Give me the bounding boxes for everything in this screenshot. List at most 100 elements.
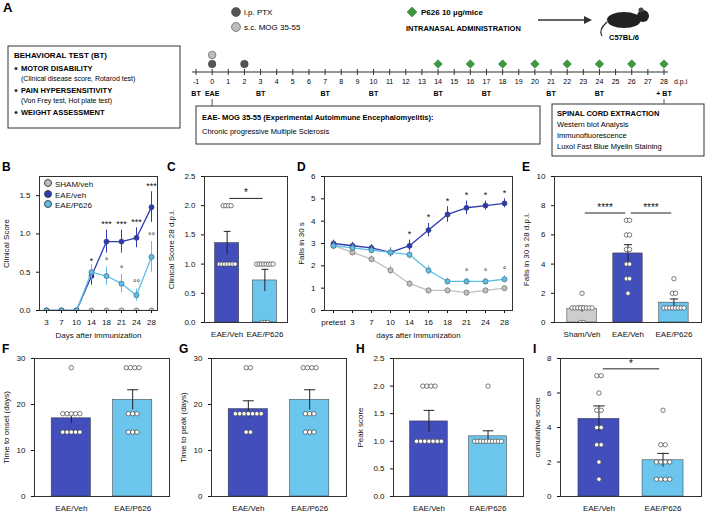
svg-text:5: 5 [311,194,316,203]
svg-text:*: * [629,358,633,369]
svg-text:6: 6 [307,78,311,85]
svg-text:10: 10 [17,446,26,455]
svg-text:pretest: pretest [321,318,346,327]
svg-text:Sham/Veh: Sham/Veh [564,330,601,339]
svg-text:2: 2 [547,458,552,467]
svg-text:0: 0 [311,306,316,315]
svg-text:24: 24 [596,78,604,85]
svg-text:A: A [3,0,13,15]
svg-text:1.5: 1.5 [373,409,385,418]
svg-text:2.5: 2.5 [373,354,385,363]
svg-text:2.0: 2.0 [184,201,196,210]
svg-text:28: 28 [500,318,509,327]
svg-text:1: 1 [226,78,230,85]
svg-text:EAE/P626: EAE/P626 [291,504,328,513]
svg-text:WEIGHT ASSESSMENT: WEIGHT ASSESSMENT [21,108,105,117]
svg-text:(Von Frey test, Hot plate test: (Von Frey test, Hot plate test) [21,97,112,105]
svg-text:10: 10 [194,446,203,455]
svg-text:4: 4 [311,217,316,226]
svg-text:1: 1 [311,284,316,293]
svg-text:8: 8 [547,354,552,363]
svg-text:BEHAVIORAL TEST (BT): BEHAVIORAL TEST (BT) [14,51,107,60]
svg-text:EAE: EAE [205,90,220,97]
svg-text:26: 26 [628,78,636,85]
svg-text:3: 3 [44,318,49,327]
svg-text:EAE- MOG 35-55 (Experimental A: EAE- MOG 35-55 (Experimental Autoimmune … [202,113,433,122]
svg-text:***: *** [116,219,127,229]
svg-text:1.0: 1.0 [19,229,31,238]
svg-text:16: 16 [424,318,433,327]
svg-text:14: 14 [87,318,96,327]
svg-text:days after immunization: days after immunization [376,331,460,340]
svg-text:BT: BT [191,90,201,97]
svg-text:5: 5 [291,78,295,85]
svg-text:18: 18 [443,318,452,327]
svg-text:EAE/P626: EAE/P626 [470,504,507,513]
svg-text:Clinical Score: Clinical Score [2,218,11,267]
svg-text:20: 20 [17,400,26,409]
svg-text:EAE/Veh: EAE/Veh [612,330,644,339]
svg-text:EAE/Veh: EAE/Veh [55,504,87,513]
svg-text:0: 0 [210,78,214,85]
svg-text:2: 2 [311,261,316,270]
svg-text:10: 10 [386,318,395,327]
svg-text:28: 28 [147,318,156,327]
svg-text:Peak score: Peak score [356,407,365,448]
svg-text:BT: BT [369,90,379,97]
svg-text:BT: BT [595,90,605,97]
svg-text:21: 21 [117,318,126,327]
svg-text:3: 3 [259,78,263,85]
svg-text:4: 4 [541,260,546,269]
svg-text:****: **** [643,202,659,213]
svg-text:13: 13 [418,78,426,85]
svg-text:0: 0 [198,492,203,501]
svg-text:1.5: 1.5 [184,230,196,239]
svg-text:*: * [427,212,431,222]
svg-text:9: 9 [355,78,359,85]
svg-text:15: 15 [450,78,458,85]
svg-text:24: 24 [481,318,490,327]
svg-text:8: 8 [339,78,343,85]
svg-text:Chronic progressive Multiple S: Chronic progressive Multiple Sclerosis [202,127,329,136]
svg-text:s.c. MOG 35-55: s.c. MOG 35-55 [244,23,301,32]
svg-text:Days after immunization: Days after immunization [56,331,142,340]
svg-text:28: 28 [660,78,668,85]
svg-text:16: 16 [466,78,474,85]
svg-text:P626 10 µg/mice: P626 10 µg/mice [421,8,484,17]
svg-text:30: 30 [194,354,203,363]
svg-text:°°: °° [133,278,141,288]
svg-text:14: 14 [434,78,442,85]
svg-text:0: 0 [541,318,546,327]
svg-text:C57BL/6: C57BL/6 [609,33,639,42]
svg-text:11: 11 [386,78,393,85]
svg-text:Luxol Fast Blue Myelin Stainin: Luxol Fast Blue Myelin Staining [557,142,662,151]
svg-text:2.5: 2.5 [184,172,196,181]
svg-text:°: ° [465,267,469,277]
svg-text:***: *** [101,219,112,229]
svg-text:-1: -1 [193,78,199,85]
svg-text:BT: BT [546,90,556,97]
svg-text:PAIN HYPERSENSITIVITY: PAIN HYPERSENSITIVITY [21,86,112,95]
svg-text:4: 4 [547,423,552,432]
svg-text:Clinical Score 28 d.p.i.: Clinical Score 28 d.p.i. [167,210,176,290]
svg-text:****: **** [597,202,613,213]
svg-text:*: * [244,187,248,198]
svg-text:2: 2 [541,289,546,298]
svg-text:°: ° [105,256,109,266]
svg-text:0.0: 0.0 [184,318,196,327]
svg-text:°°: °° [148,231,156,241]
svg-text:MOTOR DISABILITY: MOTOR DISABILITY [21,64,93,73]
svg-text:1.5: 1.5 [19,191,31,200]
svg-text:0: 0 [547,492,552,501]
svg-text:18: 18 [102,318,111,327]
svg-text:0.0: 0.0 [373,492,385,501]
svg-text:0.0: 0.0 [19,306,31,315]
svg-text:Immunofluorescence: Immunofluorescence [557,131,627,140]
svg-text:SPINAL CORD EXTRACTION: SPINAL CORD EXTRACTION [557,109,659,118]
svg-text:0.5: 0.5 [19,268,31,277]
svg-text:EAE/Veh: EAE/Veh [413,504,445,513]
svg-text:EAE/P626: EAE/P626 [655,330,692,339]
svg-text:20: 20 [194,400,203,409]
svg-text:0: 0 [21,492,26,501]
svg-text:°: ° [484,267,488,277]
